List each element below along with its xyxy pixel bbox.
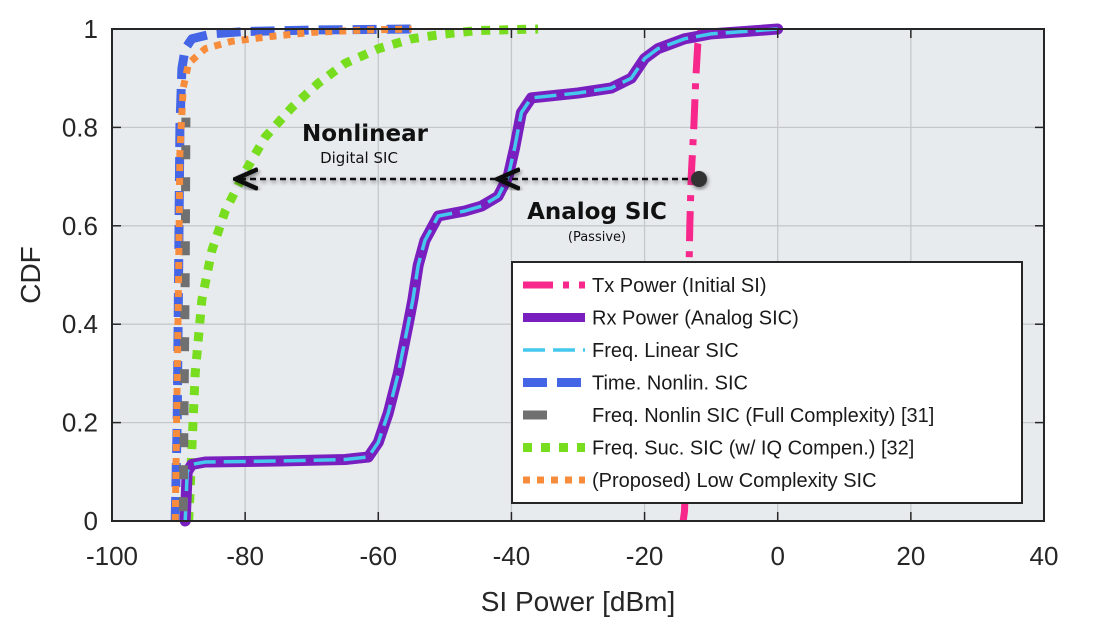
legend-label: Freq. Nonlin SIC (Full Complexity) [31] <box>592 405 934 427</box>
series-line-4 <box>178 117 191 512</box>
y-tick-label: 0.6 <box>62 211 98 241</box>
legend: Tx Power (Initial SI) Rx Power (Analog SI… <box>511 261 1023 504</box>
x-tick-label: 40 <box>1030 541 1059 571</box>
legend-box <box>511 261 1023 504</box>
y-tick-label: 0.8 <box>62 112 98 142</box>
legend-label: Freq. Suc. SIC (w/ IQ Compen.) [32] <box>592 438 914 460</box>
x-axis-label: SI Power [dBm] <box>481 586 676 617</box>
x-tick-label: -60 <box>359 541 397 571</box>
legend-label: Rx Power (Analog SIC) <box>592 308 799 330</box>
series-line-5 <box>184 24 539 522</box>
x-tick-label: -100 <box>86 541 138 571</box>
annotation-nonlinear-subtitle: Digital SIC <box>320 149 398 167</box>
annotation-analog-title: Analog SIC <box>527 199 667 225</box>
x-tick-label: -40 <box>493 541 531 571</box>
legend-label: Tx Power (Initial SI) <box>592 275 766 297</box>
annotation-analog-subtitle: (Passive) <box>568 230 626 245</box>
y-tick-label: 0 <box>84 506 98 536</box>
x-tick-label: -20 <box>626 541 664 571</box>
series-lines <box>170 23 784 527</box>
arrow-origin-dot <box>691 171 707 187</box>
x-tick-label: -80 <box>226 541 264 571</box>
series-line-3 <box>170 24 412 522</box>
series-line-0 <box>679 28 705 522</box>
legend-label: Time. Nonlin. SIC <box>592 373 748 395</box>
x-tick-label: 20 <box>896 541 925 571</box>
legend-label: Freq. Linear SIC <box>592 340 739 362</box>
y-tick-label: 0.4 <box>62 309 98 339</box>
x-tick-label: 0 <box>770 541 784 571</box>
ticks: -100 -80 -60 -40 -20 0 20 40 0 0.2 0.4 0.6 0.8 1 <box>62 14 1059 571</box>
plot-frame <box>111 28 1045 522</box>
y-tick-label: 0.2 <box>62 408 98 438</box>
legend-items: Tx Power (Initial SI) Rx Power (Analog SI… <box>523 275 934 492</box>
legend-label: (Proposed) Low Complexity SIC <box>592 470 877 492</box>
series-line-2 <box>183 27 778 522</box>
annotation-arrows <box>238 171 707 187</box>
y-axis-label: CDF <box>15 246 46 304</box>
y-tick-label: 1 <box>84 14 98 44</box>
annotation-nonlinear-title: Nonlinear <box>302 121 429 147</box>
